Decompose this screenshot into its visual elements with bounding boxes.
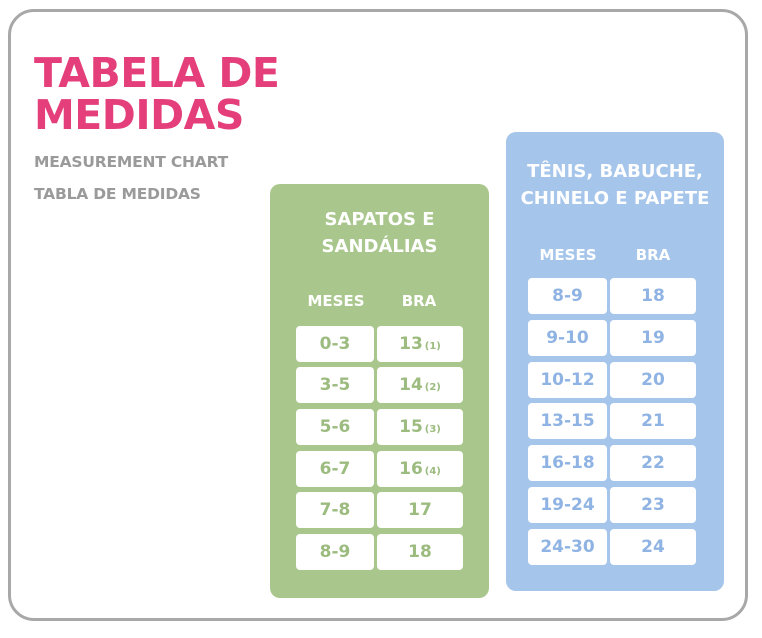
tenis-header-size: BRA (635, 246, 671, 264)
tenis-title-line-2: CHINELO E PAPETE (520, 188, 710, 209)
months-cell: 9-10 (528, 320, 607, 356)
months-cell: 0-3 (296, 326, 374, 362)
sapatos-title: SAPATOS E SANDÁLIAS (270, 206, 489, 260)
sapatos-panel: SAPATOS E SANDÁLIAS MESES BRA 0-3 13 (1) … (270, 184, 489, 598)
tenis-title: TÊNIS, BABUCHE, CHINELO E PAPETE (506, 158, 724, 212)
size-cell: 18 (377, 534, 463, 570)
size-note: (1) (424, 341, 441, 352)
months-cell: 16-18 (528, 445, 607, 481)
size-note: (4) (424, 466, 441, 477)
size-cell: 19 (610, 320, 696, 356)
months-cell: 8-9 (528, 278, 607, 314)
size-value: 15 (399, 417, 423, 437)
size-note: (2) (424, 382, 441, 393)
title-line-2: MEDIDAS (34, 91, 244, 139)
size-cell: 17 (377, 492, 463, 528)
tenis-panel: TÊNIS, BABUCHE, CHINELO E PAPETE MESES B… (506, 132, 724, 591)
size-cell: 18 (610, 278, 696, 314)
tenis-title-line-1: TÊNIS, BABUCHE, (527, 161, 703, 182)
months-cell: 7-8 (296, 492, 374, 528)
subtitle-english: MEASUREMENT CHART (34, 153, 228, 171)
tenis-header-months: MESES (539, 246, 597, 264)
size-value: 17 (408, 500, 432, 520)
size-cell: 20 (610, 362, 696, 398)
size-value: 14 (399, 375, 423, 395)
size-value: 16 (399, 459, 423, 479)
size-cell: 23 (610, 487, 696, 523)
months-cell: 24-30 (528, 529, 607, 565)
size-cell: 24 (610, 529, 696, 565)
size-cell: 21 (610, 403, 696, 439)
sapatos-header-months: MESES (307, 292, 365, 310)
size-cell: 22 (610, 445, 696, 481)
title-line-1: TABELA DE (34, 49, 280, 97)
sapatos-header-size: BRA (401, 292, 437, 310)
subtitle-spanish: TABLA DE MEDIDAS (34, 185, 201, 203)
months-cell: 10-12 (528, 362, 607, 398)
size-value: 13 (399, 334, 423, 354)
months-cell: 6-7 (296, 451, 374, 487)
sapatos-title-line-1: SAPATOS E (324, 209, 435, 230)
size-cell: 14 (2) (377, 367, 463, 403)
months-cell: 5-6 (296, 409, 374, 445)
months-cell: 13-15 (528, 403, 607, 439)
size-cell: 16 (4) (377, 451, 463, 487)
months-cell: 19-24 (528, 487, 607, 523)
size-cell: 13 (1) (377, 326, 463, 362)
months-cell: 3-5 (296, 367, 374, 403)
size-value: 18 (408, 542, 432, 562)
size-note: (3) (424, 424, 441, 435)
page-title: TABELA DE MEDIDAS (34, 49, 280, 139)
months-cell: 8-9 (296, 534, 374, 570)
sapatos-title-line-2: SANDÁLIAS (321, 236, 438, 257)
size-cell: 15 (3) (377, 409, 463, 445)
